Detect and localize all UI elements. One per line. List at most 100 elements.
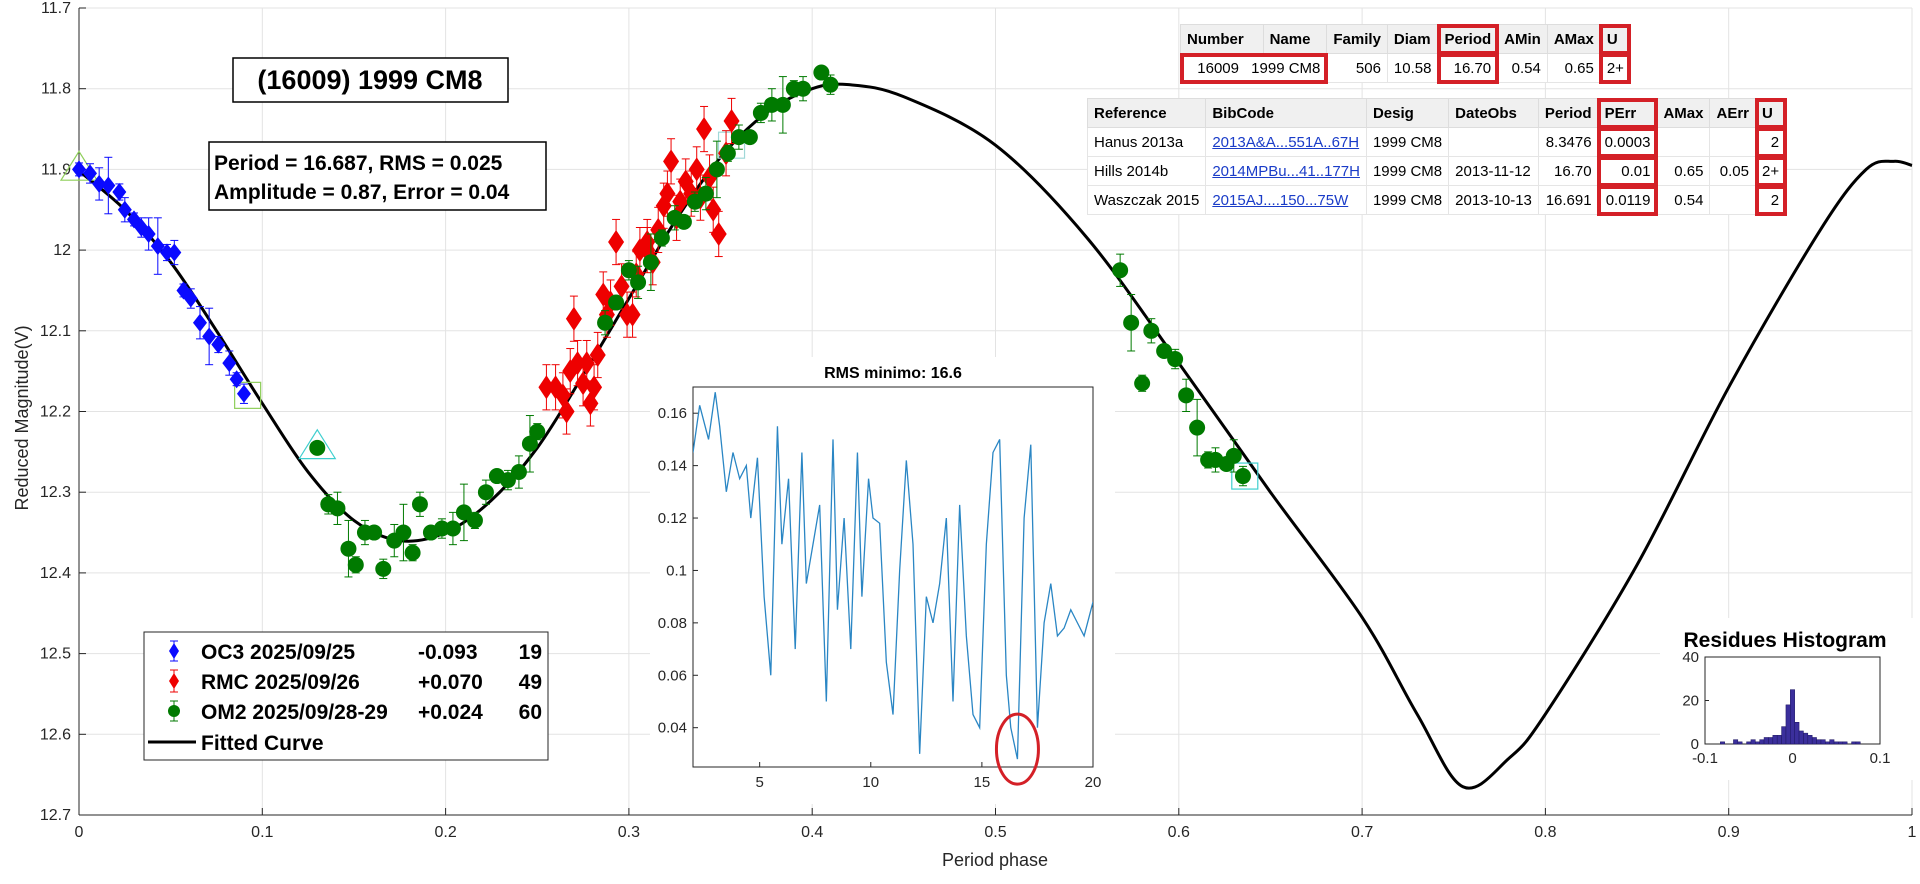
rms-x-tick-label: 20 (1085, 774, 1102, 791)
data-point-oc3 (183, 288, 198, 309)
ref-u: 2 (1754, 184, 1787, 216)
y-tick-label: 12.6 (40, 726, 71, 743)
rms-y-tick-label: 0.04 (658, 720, 687, 737)
table-row: Hanus 2013a 2013A&A...551A..67H 1999 CM8… (1086, 126, 1787, 158)
col-amin: AMin (1497, 24, 1548, 54)
data-point-om2 (1189, 398, 1206, 457)
col-amax: AMax (1546, 24, 1601, 54)
references-header-row: Reference BibCode Desig DateObs Period P… (1086, 97, 1787, 129)
cell-period: 16.70 (1436, 52, 1499, 84)
histogram-bar (1750, 739, 1756, 745)
hist-y-tick-label: 40 (1682, 649, 1699, 666)
data-point-rmc (710, 210, 727, 258)
data-point-oc3 (167, 239, 182, 266)
data-point-om2 (1167, 348, 1184, 370)
ref-reference: Waszczak 2015 (1086, 185, 1207, 215)
summary-data-row: 16009 1999 CM8 506 10.58 16.70 0.54 0.65… (1179, 52, 1632, 84)
ref-dateobs (1448, 127, 1539, 157)
data-point-om2 (375, 558, 392, 580)
data-point-om2 (653, 229, 670, 247)
summary-header-row: Number Name Family Diam Period AMin AMax… (1180, 23, 1632, 55)
ref-bibcode-link[interactable]: 2014MPBu...41..177H (1205, 156, 1367, 186)
point-layer (72, 64, 1251, 580)
y-tick-label: 12 (53, 242, 71, 259)
ref-aerr (1709, 127, 1756, 157)
hist-x-tick-label: 0 (1788, 750, 1796, 767)
table-row: Hills 2014b 2014MPBu...41..177H 1999 CM8… (1086, 155, 1787, 187)
col-period: Period (1436, 23, 1499, 55)
data-point-om2 (608, 294, 625, 311)
histogram-bar (1816, 739, 1822, 745)
legend: OC3 2025/09/25 -0.093 19 RMC 2025/09/26 … (143, 631, 549, 761)
rms-y-tick-label: 0.1 (666, 562, 687, 579)
histogram-bar (1772, 735, 1778, 745)
data-point-om2 (510, 455, 527, 489)
info-line-amplitude: Amplitude = 0.87, Error = 0.04 (214, 181, 510, 204)
histogram-bar (1794, 722, 1800, 745)
histogram-bar (1851, 741, 1857, 745)
rms-x-tick-label: 15 (974, 774, 991, 791)
histogram-bar (1807, 735, 1813, 745)
data-point-oc3 (192, 306, 207, 340)
y-tick-label: 12.2 (40, 404, 71, 421)
main-axes: 0 0.1 0.2 0.3 0.4 0.5 0.6 0.7 0.8 0.9 1 11.7 11.8 11.… (40, 0, 1917, 841)
data-point-om2 (741, 129, 758, 146)
data-point-om2 (642, 233, 659, 291)
session-end-marker (234, 381, 262, 409)
x-tick-label: 1 (1908, 824, 1917, 841)
data-point-om2 (499, 469, 516, 491)
data-point-om2 (730, 124, 747, 150)
data-point-om2 (340, 519, 357, 578)
ref-bibcode-link[interactable]: 2015AJ....150...75W (1205, 185, 1367, 215)
data-point-om2 (477, 479, 494, 505)
title-box: (16009) 1999 CM8 (232, 57, 509, 103)
data-point-om2 (597, 310, 614, 336)
legend-offset-om2: +0.024 (418, 701, 483, 724)
cell-number: 16009 (1197, 59, 1239, 77)
data-point-om2 (795, 76, 812, 102)
hist-y-tick-label: 0 (1691, 736, 1699, 753)
data-point-om2 (708, 140, 725, 199)
data-point-rmc (586, 364, 603, 411)
x-tick-label: 0 (75, 824, 84, 841)
ref-period: 8.3476 (1537, 127, 1599, 157)
histogram-bar (1785, 704, 1791, 745)
data-point-rmc (538, 364, 555, 411)
y-tick-label: 12.5 (40, 646, 71, 663)
data-point-rmc (558, 388, 575, 435)
data-point-om2 (366, 524, 383, 541)
ref-amax: 0.54 (1656, 185, 1711, 215)
session-start-marker (59, 150, 99, 181)
ref-period: 16.691 (1537, 185, 1599, 215)
data-point-oc3 (117, 197, 132, 223)
legend-offset-oc3: -0.093 (418, 641, 478, 664)
data-point-oc3 (112, 182, 127, 201)
x-tick-label: 0.3 (618, 824, 640, 841)
info-box: Period = 16.687, RMS = 0.025 Amplitude =… (208, 141, 547, 211)
data-point-om2 (813, 64, 830, 81)
ref-period: 16.70 (1537, 156, 1599, 186)
ref-bibcode-link[interactable]: 2013A&A...551A..67H (1205, 127, 1367, 157)
data-point-om2 (411, 491, 428, 517)
data-point-om2 (774, 76, 791, 134)
histogram-bar (1733, 739, 1739, 745)
ref-dateobs: 2013-11-12 (1448, 156, 1539, 186)
data-point-oc3 (72, 160, 86, 179)
ref-perr: 0.0003 (1597, 126, 1658, 158)
legend-label-fit: Fitted Curve (201, 732, 324, 755)
ref-amax (1656, 127, 1711, 157)
histogram-bar (1833, 741, 1839, 745)
data-point-om2 (433, 518, 450, 539)
legend-entry-oc3: OC3 2025/09/25 -0.093 19 (169, 640, 542, 664)
cell-amin: 0.54 (1497, 53, 1548, 83)
data-point-rmc (663, 138, 680, 185)
data-point-oc3 (141, 217, 156, 251)
col-bibcode: BibCode (1205, 98, 1367, 128)
rms-y-tick-label: 0.14 (658, 458, 687, 475)
table-row: Waszczak 2015 2015AJ....150...75W 1999 C… (1086, 184, 1787, 216)
ref-perr: 0.01 (1597, 155, 1658, 187)
